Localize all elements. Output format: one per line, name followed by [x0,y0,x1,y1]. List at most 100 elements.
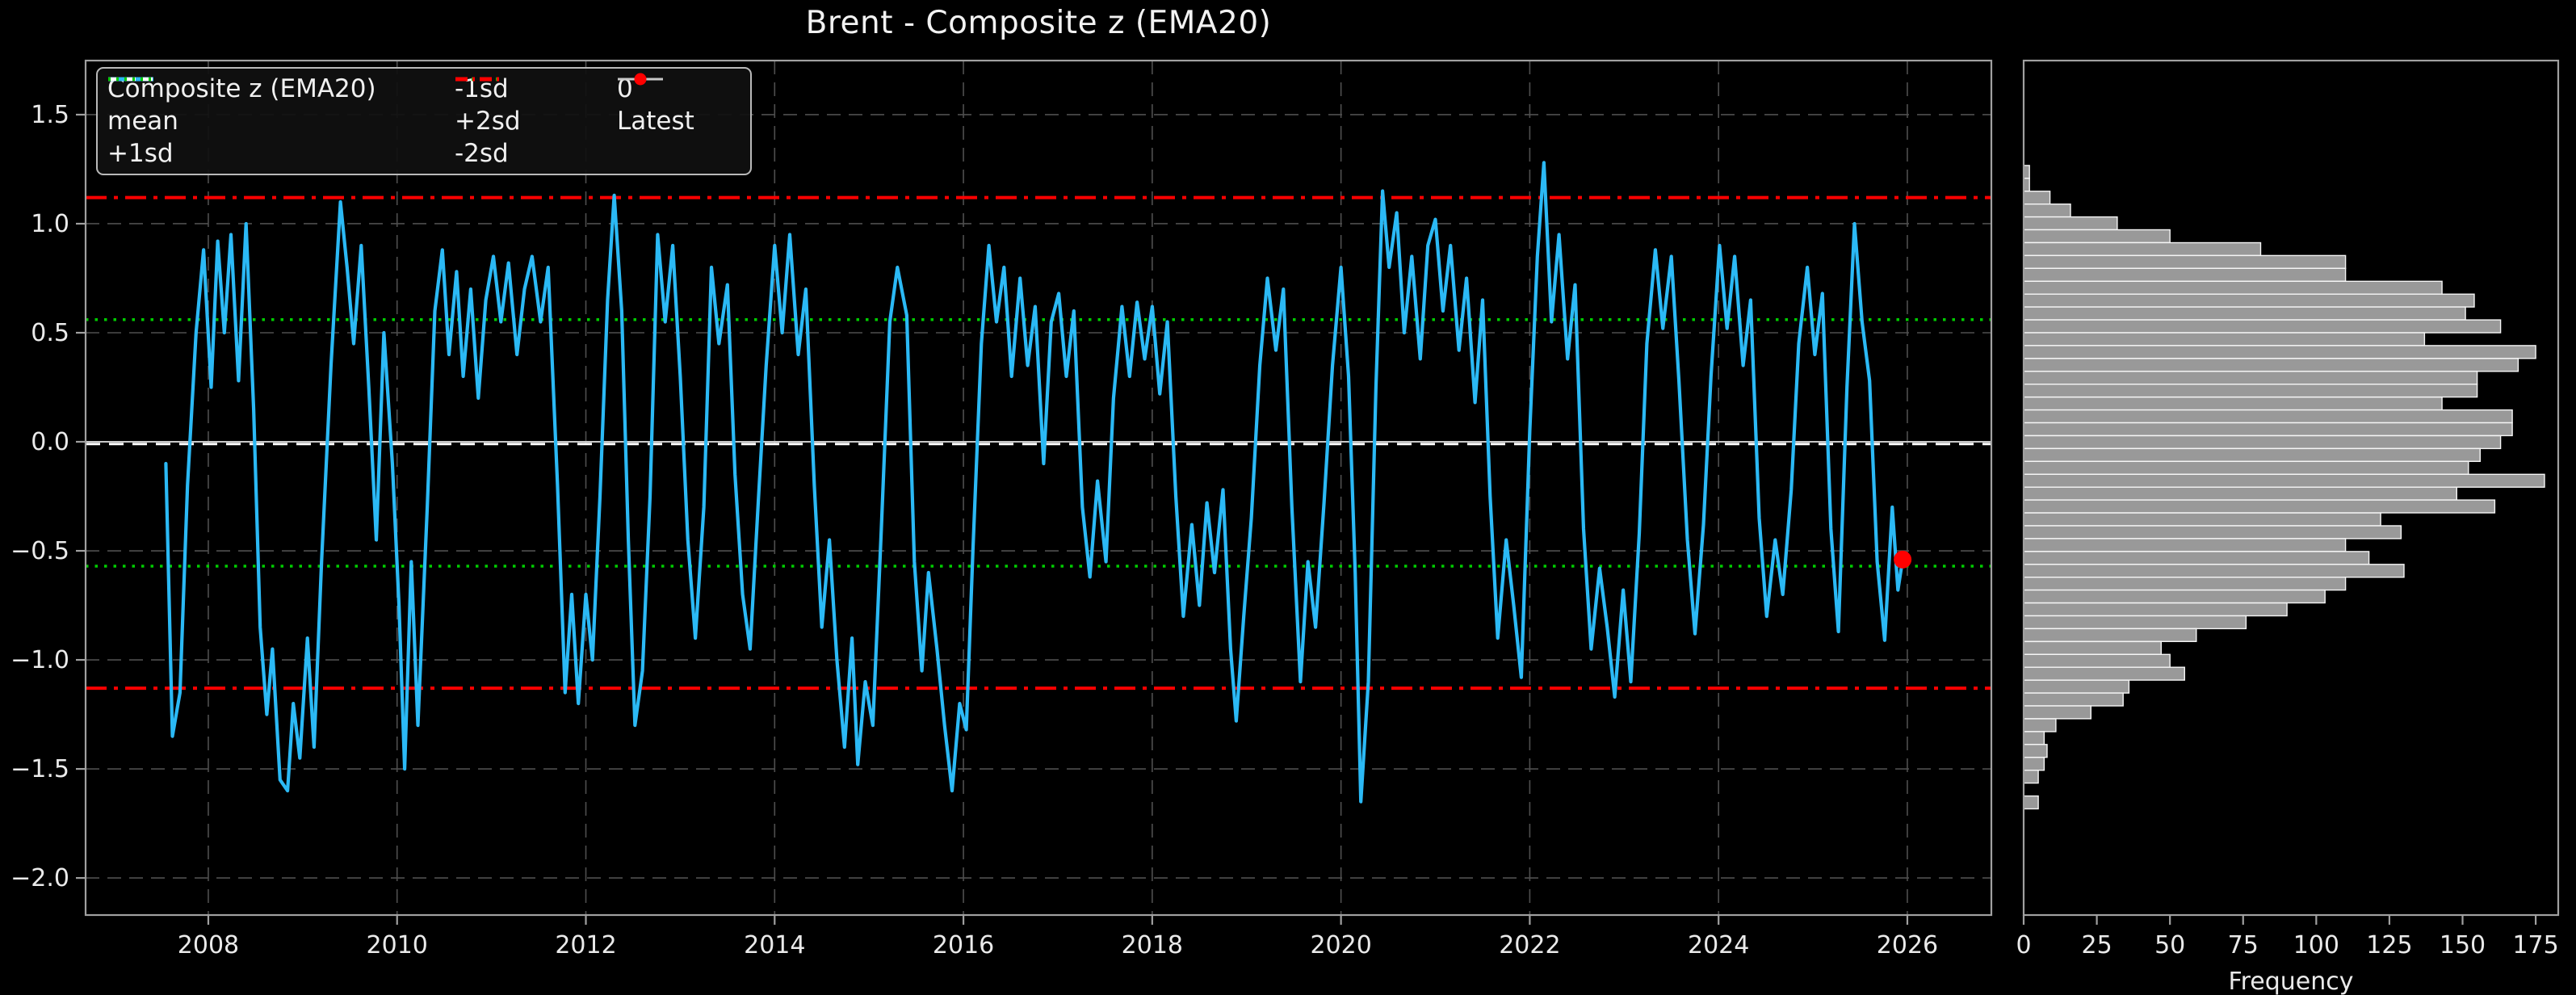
x-tick-label: 2012 [555,931,616,959]
hist-bar [2023,692,2124,707]
hist-bar [2023,216,2118,231]
plus1sd-dotted-line-icon [108,77,153,82]
hist-x-tick-label: 50 [2154,931,2185,959]
hist-bar [2023,744,2048,758]
hist-bar [2023,795,2039,810]
hist-bar [2023,512,2381,527]
y-tick-label: −1.5 [10,755,69,783]
x-tick-label: 2008 [178,931,239,959]
hist-bar [2023,280,2443,295]
legend-column-1: Composite z (EMA20) mean +1sd [107,73,376,170]
hist-bar [2023,267,2347,282]
legend-label: -2sd [455,139,509,168]
mean-dashed-line-icon [108,77,153,82]
legend-item-minus2sd: -2sd [455,77,521,170]
chart-title: Brent - Composite z (EMA20) [805,5,1272,41]
hist-x-tick-label: 100 [2293,931,2339,959]
minus2sd-dashdot-line-icon [455,77,501,82]
hist-bar [2023,293,2475,308]
legend-item-mean: mean [107,77,376,137]
hist-bar [2023,345,2536,359]
hist-bar [2023,499,2496,514]
hist-x-tick-label: 150 [2440,931,2486,959]
x-tick-label: 2016 [933,931,994,959]
hist-bar [2023,422,2513,437]
legend-item-plus2sd: +2sd [455,77,521,137]
hist-bar [2023,628,2197,643]
hist-bar [2023,358,2519,372]
hist-x-tick-label: 25 [2081,931,2112,959]
hist-bar [2023,615,2247,630]
y-tick-label: 1.0 [31,210,69,238]
hist-x-tick-label: 75 [2228,931,2259,959]
hist-bar [2023,306,2466,321]
y-tick-label: −1.0 [10,646,69,674]
hist-xlabel: Frequency [2229,968,2354,995]
legend-label: +1sd [107,139,174,168]
hist-bar [2023,718,2057,733]
hist-bar [2023,551,2370,565]
y-tick-label: 0.5 [31,319,69,347]
hist-bar [2023,602,2288,617]
x-tick-label: 2014 [744,931,805,959]
y-tick-label: −0.5 [10,537,69,565]
hist-bar [2023,525,2402,539]
hist-bar [2023,564,2405,578]
y-tick-label: 0.0 [31,428,69,456]
hist-bar [2023,384,2478,398]
y-tick-label: −2.0 [10,864,69,892]
main-axes-spines [84,59,1993,917]
hist-bar [2023,371,2478,385]
legend-column-3: 0 Latest [617,73,694,137]
hist-bar [2023,589,2326,604]
legend-label: mean [107,107,178,136]
x-tick-label: 2018 [1122,931,1183,959]
hist-bar [2023,319,2502,334]
x-tick-label: 2020 [1310,931,1371,959]
hist-bar [2023,770,2039,784]
hist-bar [2023,191,2051,205]
hist-bar [2023,254,2347,269]
tick-marks [76,113,2537,925]
tick-labels: 2008 2010 2012 2014 2016 2018 2020 2022 2024 2026… [10,101,2559,995]
hist-bar [2023,332,2426,346]
x-tick-label: 2022 [1499,931,1560,959]
histogram-bars [2023,165,2545,810]
hist-bar [2023,397,2443,411]
hist-bar [2023,203,2071,218]
hist-bar [2023,577,2347,591]
hist-bar [2023,666,2186,681]
hist-bar [2023,460,2469,475]
hist-x-tick-label: 0 [2016,931,2031,959]
hist-bar [2023,640,2163,656]
hist-bar [2023,731,2045,745]
legend-label: Latest [617,107,694,136]
hist-bar [2023,538,2347,552]
hist-bar [2023,241,2262,257]
legend-label: +2sd [455,107,521,136]
hist-bar [2023,473,2545,488]
latest-point-marker [1894,550,1912,569]
x-tick-label: 2024 [1688,931,1749,959]
y-tick-label: 1.5 [31,101,69,129]
legend-label: 0 [617,74,633,103]
legend-item-plus1sd: +1sd [107,77,376,170]
hist-bar [2023,447,2481,463]
hist-bar [2023,409,2513,424]
hist-bar [2023,679,2130,694]
x-tick-label: 2010 [367,931,428,959]
composite-series-line [164,161,1905,804]
hist-bar [2023,486,2457,501]
legend-column-2: -1sd +2sd -2sd [455,73,521,170]
latest-dot-icon [634,73,647,86]
hist-x-tick-label: 125 [2366,931,2412,959]
x-tick-label: 2026 [1877,931,1938,959]
hist-x-tick-label: 175 [2512,931,2558,959]
hist-bar [2023,229,2171,244]
legend: Composite z (EMA20) mean +1sd -1sd +2sd [96,67,752,175]
hist-bar [2023,705,2092,720]
hist-axes-spines [2022,59,2560,917]
legend-item-latest: Latest [617,73,694,137]
